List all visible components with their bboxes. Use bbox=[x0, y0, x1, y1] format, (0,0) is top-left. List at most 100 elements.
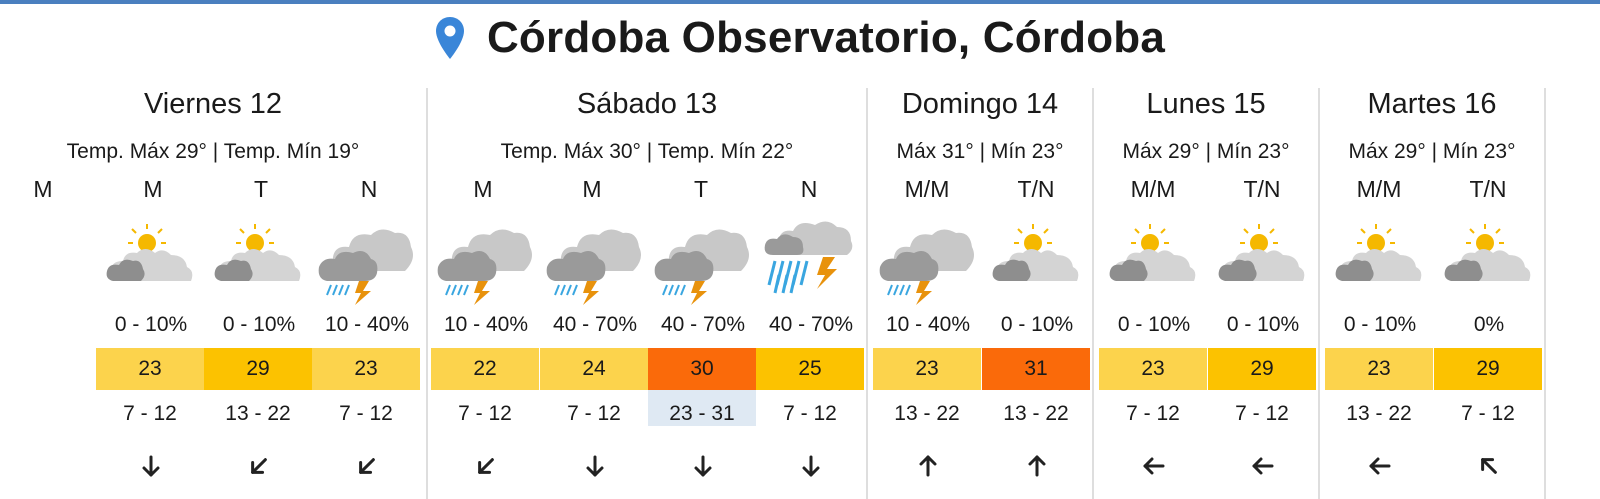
temperature-cell: 23 bbox=[96, 348, 204, 390]
temperature-cell: 29 bbox=[1208, 348, 1316, 390]
wind-direction-icon bbox=[1099, 448, 1209, 484]
wind-speed: 23 - 31 bbox=[648, 390, 756, 426]
day-name: Lunes 15 bbox=[1146, 88, 1266, 120]
wind-direction-icon bbox=[982, 448, 1092, 484]
period-label: T/N bbox=[1243, 176, 1281, 202]
temperature-cell: 23 bbox=[312, 348, 420, 390]
period-label: T/N bbox=[1469, 176, 1507, 202]
temperature-cell: 23 bbox=[873, 348, 981, 390]
period-label: T bbox=[693, 176, 709, 202]
day-name: Domingo 14 bbox=[901, 88, 1059, 120]
day-divider bbox=[426, 88, 428, 499]
wind-direction-icon bbox=[756, 448, 866, 484]
precip-probability: 0 - 10% bbox=[1117, 313, 1191, 336]
precip-probability: 0 - 10% bbox=[1000, 313, 1074, 336]
temperature-cell: 25 bbox=[756, 348, 864, 390]
temperature-cell: 24 bbox=[540, 348, 648, 390]
precip-probability: 0% bbox=[1473, 313, 1505, 336]
wind-speed: 7 - 12 bbox=[783, 402, 837, 425]
precip-probability: 10 - 40% bbox=[324, 313, 410, 336]
day-temp-range: Temp. Máx 29° | Temp. Mín 19° bbox=[66, 140, 360, 163]
day-temp-range: Máx 31° | Mín 23° bbox=[896, 140, 1064, 163]
period-label: M bbox=[143, 176, 163, 202]
partly-cloudy-icon bbox=[1434, 210, 1544, 310]
wind-direction-icon bbox=[873, 448, 983, 484]
day-name: Viernes 12 bbox=[143, 88, 283, 120]
thunderstorm-icon bbox=[312, 210, 422, 310]
temperature-cell: 29 bbox=[204, 348, 312, 390]
day-name: Sábado 13 bbox=[576, 88, 718, 120]
location-header: Córdoba Observatorio, Córdoba bbox=[0, 8, 1600, 68]
day-divider bbox=[1318, 88, 1320, 499]
day-column-domingo: Domingo 14 Máx 31° | Mín 23° M/M T/N bbox=[868, 88, 1092, 499]
period-label: M/M bbox=[904, 176, 950, 202]
partly-cloudy-icon bbox=[982, 210, 1092, 310]
thunderstorm-icon bbox=[431, 210, 541, 310]
wind-direction-icon bbox=[540, 448, 650, 484]
wind-speed: 7 - 12 bbox=[1126, 402, 1180, 425]
wind-speed: 7 - 12 bbox=[567, 402, 621, 425]
partly-cloudy-icon bbox=[1325, 210, 1435, 310]
precip-probability: 0 - 10% bbox=[1226, 313, 1300, 336]
partly-cloudy-icon bbox=[96, 210, 206, 310]
partly-cloudy-icon bbox=[204, 210, 314, 310]
wind-direction-icon bbox=[1434, 448, 1544, 484]
wind-direction-icon bbox=[312, 448, 422, 484]
thunderstorm-icon bbox=[873, 210, 983, 310]
temperature-cell: 30 bbox=[648, 348, 756, 390]
period-label: T/N bbox=[1017, 176, 1055, 202]
wind-speed: 13 - 22 bbox=[1346, 402, 1412, 425]
day-temp-range: Temp. Máx 30° | Temp. Mín 22° bbox=[500, 140, 794, 163]
precip-probability: 40 - 70% bbox=[660, 313, 746, 336]
day-divider bbox=[1092, 88, 1094, 499]
period-label: T bbox=[253, 176, 269, 202]
period-label: M bbox=[582, 176, 602, 202]
partly-cloudy-icon bbox=[1099, 210, 1209, 310]
precip-probability: 0 - 10% bbox=[222, 313, 296, 336]
day-column-viernes: Viernes 12 Temp. Máx 29° | Temp. Mín 19°… bbox=[0, 88, 426, 499]
location-title: Córdoba Observatorio, Córdoba bbox=[486, 13, 1166, 62]
wind-direction-icon bbox=[96, 448, 206, 484]
wind-speed: 7 - 12 bbox=[1461, 402, 1515, 425]
precip-probability: 0 - 10% bbox=[1343, 313, 1417, 336]
wind-direction-icon bbox=[1325, 448, 1435, 484]
day-divider bbox=[1544, 88, 1546, 499]
temperature-cell: 23 bbox=[1099, 348, 1207, 390]
heavy-storm-icon bbox=[756, 210, 866, 310]
day-name: Martes 16 bbox=[1367, 88, 1497, 120]
day-temp-range: Máx 29° | Mín 23° bbox=[1122, 140, 1290, 163]
period-label: M bbox=[473, 176, 493, 202]
period-label: M/M bbox=[1356, 176, 1402, 202]
day-divider bbox=[866, 88, 868, 499]
thunderstorm-icon bbox=[540, 210, 650, 310]
wind-direction-icon bbox=[648, 448, 758, 484]
wind-direction-icon bbox=[431, 448, 541, 484]
temperature-cell: 23 bbox=[1325, 348, 1433, 390]
day-column-lunes: Lunes 15 Máx 29° | Mín 23° M/M T/N bbox=[1094, 88, 1318, 499]
precip-probability: 10 - 40% bbox=[443, 313, 529, 336]
precip-probability: 40 - 70% bbox=[768, 313, 854, 336]
day-temp-range: Máx 29° | Mín 23° bbox=[1348, 140, 1516, 163]
period-label: N bbox=[360, 176, 378, 202]
temperature-cell: 31 bbox=[982, 348, 1090, 390]
precip-probability: 10 - 40% bbox=[885, 313, 971, 336]
wind-speed: 7 - 12 bbox=[123, 402, 177, 425]
wind-speed: 13 - 22 bbox=[225, 402, 291, 425]
thunderstorm-icon bbox=[648, 210, 758, 310]
precip-probability: 0 - 10% bbox=[114, 313, 188, 336]
location-pin-icon bbox=[435, 17, 464, 59]
period-label: N bbox=[800, 176, 818, 202]
temperature-cell: 22 bbox=[431, 348, 539, 390]
wind-speed: 7 - 12 bbox=[1235, 402, 1289, 425]
wind-speed: 7 - 12 bbox=[458, 402, 512, 425]
wind-direction-icon bbox=[204, 448, 314, 484]
temperature-cell: 29 bbox=[1434, 348, 1542, 390]
day-column-sabado: Sábado 13 Temp. Máx 30° | Temp. Mín 22° … bbox=[428, 88, 866, 499]
top-accent-line bbox=[0, 0, 1600, 4]
period-label: M bbox=[33, 176, 53, 202]
wind-direction-icon bbox=[1208, 448, 1318, 484]
wind-speed: 13 - 22 bbox=[1003, 402, 1069, 425]
wind-speed: 7 - 12 bbox=[339, 402, 393, 425]
period-label: M/M bbox=[1130, 176, 1176, 202]
partly-cloudy-icon bbox=[1208, 210, 1318, 310]
